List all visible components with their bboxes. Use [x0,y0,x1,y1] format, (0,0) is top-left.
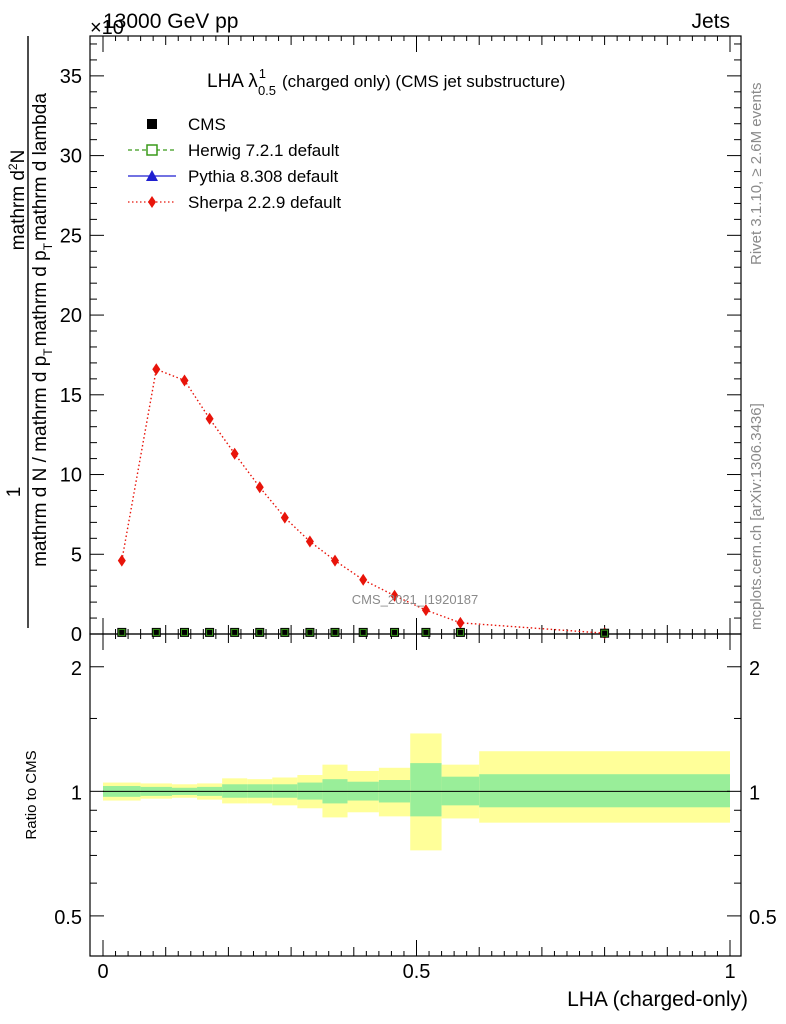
sherpa-point [390,589,399,602]
cms-point [180,627,190,637]
legend: CMS Herwig 7.2.1 default Pythia 8.308 defa… [128,115,341,212]
rivet-label: Rivet 3.1.10, ≥ 2.6M events [748,83,765,266]
herwig-point [281,628,289,636]
herwig-point [422,628,430,636]
sherpa-point [280,511,289,524]
analysis-watermark: CMS_2021_I1920187 [352,592,479,607]
ratio-y-tick-label-right: 2 [749,658,760,680]
main-axis-ticks: 0 5 10 15 20 25 30 35 [60,36,741,646]
legend-marker-cms [147,119,157,129]
ratio-bands [103,733,730,851]
y-tick-label: 25 [60,225,82,247]
herwig-point [601,629,609,637]
sherpa-point [180,374,189,387]
x-tick-label: 0 [97,961,108,983]
cms-point [205,627,215,637]
herwig-point [152,628,160,636]
y-tick-label: 20 [60,305,82,327]
herwig-point [391,628,399,636]
legend-label: Sherpa 2.2.9 default [188,193,341,212]
y-tick-label: 35 [60,66,82,88]
sherpa-point [230,447,239,460]
cms-point [330,627,340,637]
sherpa-point [255,481,264,494]
sherpa-point [117,554,126,567]
ratio-y-tick-label-right: 1 [749,782,760,804]
herwig-point [231,628,239,636]
header-left: 13000 GeV pp [103,10,238,33]
ratio-ylabel: Ratio to CMS [23,750,40,839]
sherpa-point [456,616,465,629]
herwig-point [256,628,264,636]
svg-text:mathrm d N / mathrm d pTmathrm: mathrm d N / mathrm d pTmathrm d pTmathr… [30,93,55,567]
sherpa-point [421,604,430,617]
herwig-point [118,628,126,636]
herwig-point [331,628,339,636]
sherpa-point [205,412,214,425]
legend-marker-herwig [146,144,158,156]
x-tick-label: 1 [724,961,735,983]
inner-band-13 [479,774,730,808]
cms-point [600,628,610,638]
header-right: Jets [691,10,730,33]
y-tick-label: 15 [60,385,82,407]
herwig-point [359,628,367,636]
herwig-point [306,628,314,636]
inner-band-11 [410,763,442,817]
legend-marker-sherpa [148,196,156,208]
cms-point [255,627,265,637]
main-ylabel: mathrm d2N 1 mathrm d N / mathrm d pTmat… [4,36,55,628]
sherpa-line [121,368,605,634]
herwig-point [206,628,214,636]
y-tick-label: 30 [60,146,82,168]
herwig-point [181,628,189,636]
x-axis-label: LHA (charged-only) [567,988,748,1011]
svg-text:1: 1 [4,487,25,498]
legend-label: Herwig 7.2.1 default [188,141,339,160]
legend-label: Pythia 8.308 default [188,167,339,186]
ratio-frame [89,633,742,957]
cms-point [151,627,161,637]
legend-label: CMS [188,115,226,134]
y-tick-label: 10 [60,465,82,487]
scale-note: ×10 [90,17,124,39]
sherpa-point [152,363,161,376]
ratio-axis-ticks: 0.5 0.5 1 1 2 2 0 0.5 1 [54,634,777,983]
ratio-y-tick-label: 1 [71,782,82,804]
ratio-y-tick-label: 2 [71,658,82,680]
cms-point [358,627,368,637]
x-tick-label: 0.5 [403,961,431,983]
cms-point [117,627,127,637]
cms-point [421,627,431,637]
y-tick-label: 5 [71,544,82,566]
mcplots-label: mcplots.cern.ch [arXiv:1306.3436] [748,403,765,630]
cms-point [230,627,240,637]
legend-marker-pythia [146,170,158,181]
herwig-point [456,628,464,636]
ratio-y-tick-label: 0.5 [54,907,82,929]
ratio-y-tick-label-right: 0.5 [749,907,777,929]
svg-text:mathrm d2N: mathrm d2N [6,150,29,251]
sherpa-point [305,535,314,548]
plot-title: LHA λ1 0.5 (charged only) (CMS jet substru… [207,66,565,98]
cms-point [305,627,315,637]
sherpa-point [330,554,339,567]
main-series [117,363,610,640]
cms-point [390,627,400,637]
sherpa-point [359,573,368,586]
cms-point [455,627,465,637]
y-tick-label: 0 [71,624,82,646]
cms-point [280,627,290,637]
